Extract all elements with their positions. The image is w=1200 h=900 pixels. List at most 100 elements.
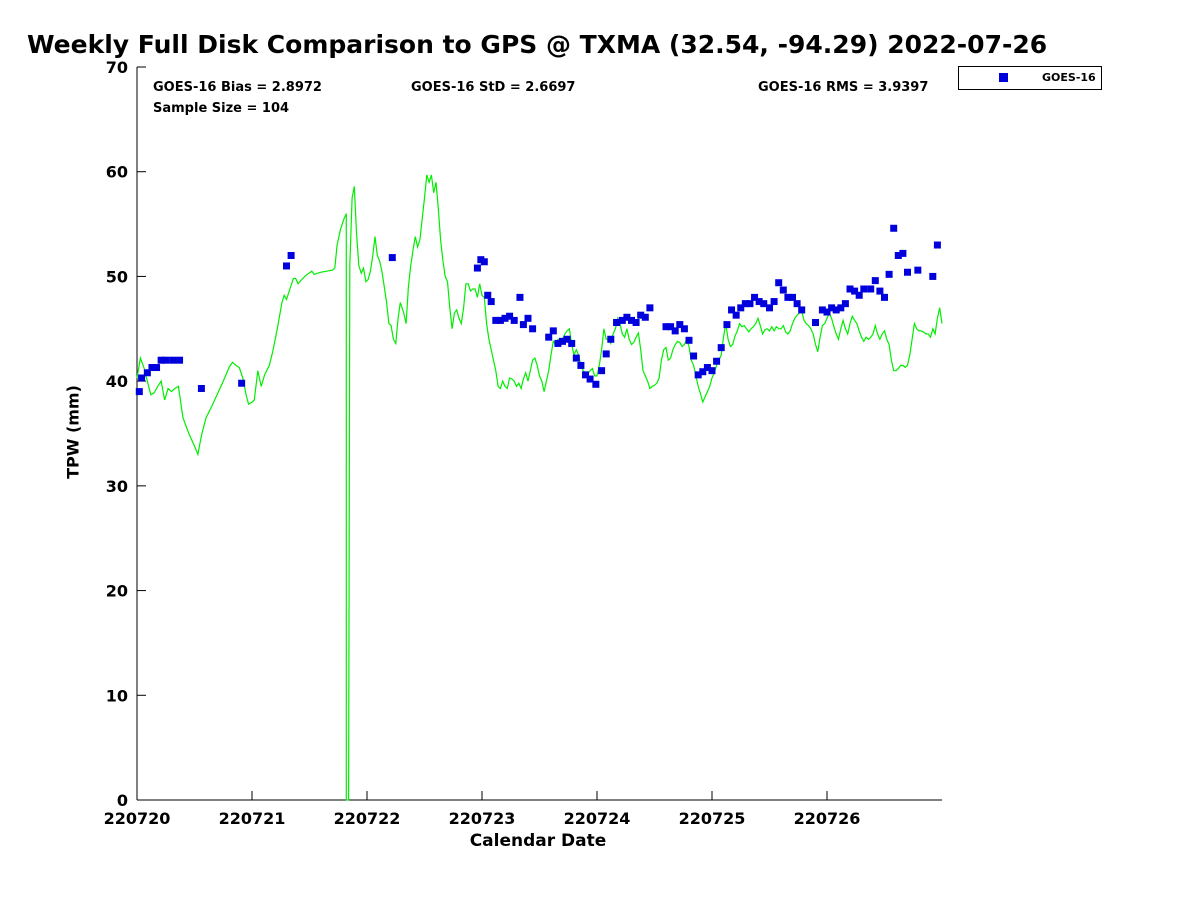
goes16-data-point (646, 304, 654, 312)
gps-series-line (136, 174, 943, 801)
x-tick-label: 220725 (679, 809, 746, 828)
chart-title: Weekly Full Disk Comparison to GPS @ TXM… (27, 30, 1048, 59)
goes16-data-point (708, 367, 716, 375)
goes16-data-point (793, 300, 801, 308)
goes16-data-point (812, 319, 819, 327)
goes16-data-point (837, 304, 845, 312)
x-tick-label: 220722 (334, 809, 401, 828)
y-tick-label: 70 (106, 58, 128, 77)
goes16-data-point (510, 316, 518, 324)
axes-layer: 0 10 20 30 40 50 60 70 220720 220721 220722 220723 2… (104, 58, 942, 828)
goes16-data-point (157, 356, 165, 364)
y-tick-label: 60 (106, 163, 128, 182)
goes16-data-point (613, 319, 621, 327)
goes16-data-point (823, 308, 831, 316)
goes16-data-point (770, 298, 778, 306)
goes16-data-point (506, 312, 514, 320)
goes16-data-point (641, 313, 649, 321)
goes16-data-point (572, 354, 580, 362)
goes16-data-point (176, 356, 184, 364)
goes16-data-point (685, 336, 693, 344)
goes16-data-point (577, 361, 585, 369)
goes16-data-point (694, 371, 702, 379)
goes16-data-point (851, 287, 859, 295)
goes16-data-point (784, 293, 792, 301)
goes16-data-point (798, 306, 806, 314)
goes16-data-point (197, 384, 205, 392)
goes16-data-point (153, 364, 161, 372)
goes16-data-point (238, 379, 246, 387)
y-tick-label: 0 (117, 791, 128, 810)
goes16-data-point (586, 375, 594, 383)
goes16-data-point (623, 313, 631, 321)
goes16-data-point (703, 364, 711, 372)
y-tick-label: 50 (106, 267, 128, 286)
goes16-data-point (871, 277, 879, 285)
goes16-data-point (890, 224, 898, 232)
goes16-data-point (283, 262, 290, 270)
legend-marker-goes16 (999, 73, 1008, 82)
goes16-data-point (881, 293, 888, 301)
goes16-data-point (929, 272, 937, 280)
x-tick-label: 220726 (794, 809, 861, 828)
goes16-data-point (876, 287, 884, 295)
goes16-data-point (737, 304, 745, 312)
sample-size-stat: Sample Size = 104 (153, 101, 290, 116)
goes16-data-point (169, 356, 177, 364)
goes16-data-point (607, 335, 615, 343)
goes16-data-point (148, 364, 156, 372)
x-axis-label: Calendar Date (469, 831, 607, 851)
goes16-data-point (690, 352, 698, 360)
goes16-data-point (755, 298, 763, 306)
goes16-data-point (717, 344, 725, 352)
goes16-data-point (637, 311, 645, 319)
goes16-data-point (723, 321, 731, 329)
legend-label-goes16: GOES-16 (1042, 71, 1096, 84)
x-tick-label: 220720 (104, 809, 171, 828)
goes16-data-point (138, 374, 146, 382)
goes16-data-point (680, 325, 688, 333)
goes16-data-point (501, 314, 509, 322)
goes16-data-point (563, 335, 571, 343)
x-tick-label: 220724 (564, 809, 631, 828)
goes16-data-point (732, 311, 740, 319)
goes16-data-point (618, 316, 626, 324)
goes16-data-point (519, 321, 527, 329)
goes16-data-point (676, 321, 684, 329)
goes16-data-point (602, 350, 610, 358)
goes16-data-point (496, 316, 504, 324)
goes16-data-point (568, 339, 576, 347)
goes16-data-point (135, 388, 143, 396)
goes16-data-point (899, 249, 907, 257)
goes16-data-point (841, 300, 849, 308)
y-axis-label: TPW (mm) (63, 385, 83, 479)
goes16-data-point (699, 368, 707, 376)
goes16-data-point (789, 293, 796, 301)
goes16-data-point (484, 291, 492, 299)
x-tick-label: 220721 (219, 809, 286, 828)
goes16-data-point (746, 300, 754, 308)
goes16-data-point (529, 325, 537, 333)
goes16-data-point (766, 304, 773, 312)
y-tick-label: 30 (106, 477, 128, 496)
goes16-data-point (832, 306, 840, 314)
legend: GOES-16 (958, 66, 1102, 90)
goes16-data-point (846, 285, 854, 293)
goes16-data-point (632, 319, 640, 327)
goes16-data-point (751, 293, 759, 301)
goes16-data-point (545, 333, 553, 341)
goes16-data-point (162, 356, 170, 364)
goes16-data-point (582, 371, 589, 379)
rms-stat: GOES-16 RMS = 3.9397 (758, 80, 929, 95)
goes16-data-point (598, 367, 606, 375)
goes16-data-point (779, 286, 787, 294)
goes16-data-point (904, 268, 911, 276)
goes16-data-point (894, 251, 902, 259)
std-stat: GOES-16 StD = 2.6697 (411, 80, 576, 95)
goes16-data-point (671, 327, 679, 335)
goes16-data-point (933, 241, 941, 249)
goes16-data-point (867, 285, 875, 293)
goes16-data-point (818, 306, 826, 314)
goes16-data-point (885, 270, 893, 278)
